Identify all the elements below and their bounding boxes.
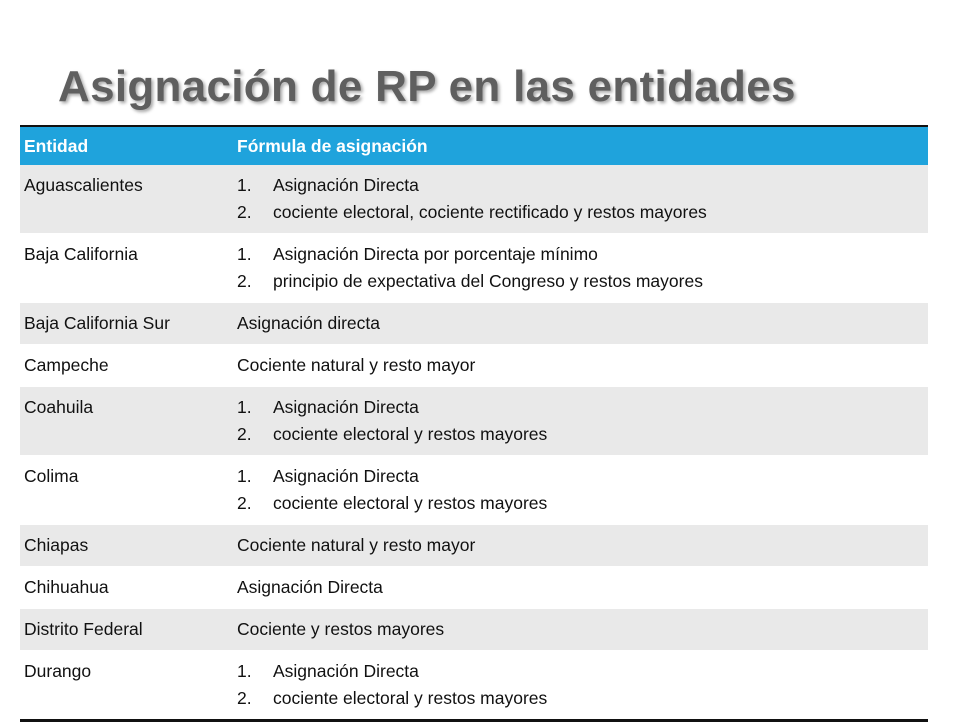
- list-number: 1.: [237, 244, 252, 264]
- formula-cell: 1. Asignación Directa por porcentaje míni…: [224, 233, 928, 303]
- assignment-table: Entidad Fórmula de asignación Aguascalie…: [20, 125, 928, 722]
- formula-list: 1. Asignación Directa por porcentaje míni…: [237, 241, 928, 295]
- formula-list-item: 1. Asignación Directa: [237, 463, 928, 490]
- formula-cell: Cociente natural y resto mayor: [224, 524, 928, 567]
- table-body: Aguascalientes 1. Asignación Directa 2. coci…: [20, 165, 928, 721]
- entity-cell: Durango: [20, 650, 224, 721]
- formula-list-item: 1. Asignación Directa por porcentaje míni…: [237, 241, 928, 268]
- entity-cell: Distrito Federal: [20, 608, 224, 651]
- formula-text: Asignación Directa: [273, 175, 419, 195]
- formula-cell: 1. Asignación Directa 2. cociente electoral…: [224, 650, 928, 721]
- formula-list: 1. Asignación Directa 2. cociente electoral…: [237, 658, 928, 712]
- table-row: Baja California Sur Asignación directa: [20, 302, 928, 345]
- formula-text: Asignación Directa por porcentaje mínimo: [273, 244, 598, 264]
- formula-cell: 1. Asignación Directa 2. cociente electoral…: [224, 455, 928, 525]
- formula-text: Asignación Directa: [273, 397, 419, 417]
- list-number: 1.: [237, 661, 252, 681]
- formula-list-item: 1. Asignación Directa: [237, 394, 928, 421]
- table-row: Colima 1. Asignación Directa 2. cociente ele…: [20, 455, 928, 525]
- list-number: 2.: [237, 493, 252, 513]
- formula-cell: Asignación Directa: [224, 566, 928, 609]
- list-number: 2.: [237, 202, 252, 222]
- table-row: Chihuahua Asignación Directa: [20, 566, 928, 609]
- formula-list-item: 1. Asignación Directa: [237, 172, 928, 199]
- list-number: 1.: [237, 175, 252, 195]
- list-number: 1.: [237, 466, 252, 486]
- formula-list-item: 2. cociente electoral y restos mayores: [237, 685, 928, 712]
- formula-list-item: 2. cociente electoral y restos mayores: [237, 490, 928, 517]
- formula-text: cociente electoral y restos mayores: [273, 688, 548, 708]
- entity-cell: Baja California: [20, 233, 224, 303]
- formula-cell: Cociente y restos mayores: [224, 608, 928, 651]
- formula-text: Asignación Directa: [273, 466, 419, 486]
- formula-list: 1. Asignación Directa 2. cociente electoral…: [237, 172, 928, 226]
- list-number: 1.: [237, 397, 252, 417]
- entity-cell: Chihuahua: [20, 566, 224, 609]
- formula-text: cociente electoral y restos mayores: [273, 424, 548, 444]
- formula-text: Asignación Directa: [273, 661, 419, 681]
- formula-text: cociente electoral y restos mayores: [273, 493, 548, 513]
- formula-cell: 1. Asignación Directa 2. cociente electoral…: [224, 165, 928, 234]
- formula-text: cociente electoral, cociente rectificado…: [273, 202, 707, 222]
- table-row: Aguascalientes 1. Asignación Directa 2. coci…: [20, 165, 928, 234]
- header-entity: Entidad: [20, 126, 224, 165]
- entity-cell: Chiapas: [20, 524, 224, 567]
- formula-list-item: 2. principio de expectativa del Congreso …: [237, 268, 928, 295]
- formula-cell: 1. Asignación Directa 2. cociente electoral…: [224, 386, 928, 456]
- slide-title: Asignación de RP en las entidades: [58, 62, 796, 111]
- formula-list: 1. Asignación Directa 2. cociente electoral…: [237, 463, 928, 517]
- table-row: Distrito Federal Cociente y restos mayore…: [20, 608, 928, 651]
- header-formula: Fórmula de asignación: [224, 126, 928, 165]
- formula-list: 1. Asignación Directa 2. cociente electoral…: [237, 394, 928, 448]
- formula-list-item: 1. Asignación Directa: [237, 658, 928, 685]
- entity-cell: Aguascalientes: [20, 165, 224, 234]
- entity-cell: Baja California Sur: [20, 302, 224, 345]
- list-number: 2.: [237, 424, 252, 444]
- table-row: Chiapas Cociente natural y resto mayor: [20, 524, 928, 567]
- formula-list-item: 2. cociente electoral y restos mayores: [237, 421, 928, 448]
- list-number: 2.: [237, 271, 252, 291]
- table-row: Coahuila 1. Asignación Directa 2. cociente e…: [20, 386, 928, 456]
- table-row: Campeche Cociente natural y resto mayor: [20, 344, 928, 387]
- formula-cell: Cociente natural y resto mayor: [224, 344, 928, 387]
- formula-text: principio de expectativa del Congreso y …: [273, 271, 703, 291]
- table-header-row: Entidad Fórmula de asignación: [20, 126, 928, 165]
- formula-list-item: 2. cociente electoral, cociente rectifica…: [237, 199, 928, 226]
- entity-cell: Coahuila: [20, 386, 224, 456]
- list-number: 2.: [237, 688, 252, 708]
- table-row: Baja California 1. Asignación Directa por …: [20, 233, 928, 303]
- entity-cell: Campeche: [20, 344, 224, 387]
- entity-cell: Colima: [20, 455, 224, 525]
- table-row: Durango 1. Asignación Directa 2. cociente el…: [20, 650, 928, 721]
- formula-cell: Asignación directa: [224, 302, 928, 345]
